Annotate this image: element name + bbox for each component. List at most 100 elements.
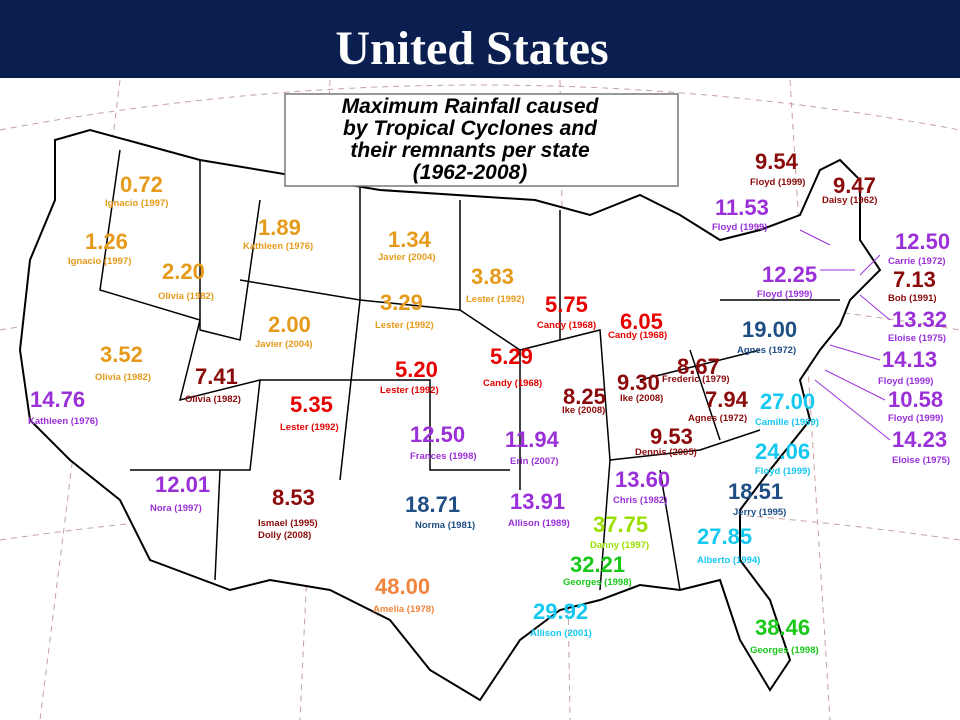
storm-name: Chris (1982) — [613, 495, 667, 506]
storm-name: Floyd (1999) — [755, 466, 810, 477]
storm-name: Kathleen (1976) — [28, 416, 98, 427]
rain-value: 10.58 — [888, 387, 943, 412]
rain-value: 9.47 — [833, 173, 876, 198]
storm-name: Agnes (1972) — [737, 345, 796, 356]
storm-name: Olivia (1982) — [95, 372, 151, 383]
rain-value: 38.46 — [755, 615, 810, 640]
rain-value: 1.26 — [85, 229, 128, 254]
storm-name: Frances (1998) — [410, 451, 477, 462]
storm-name: Floyd (1999) — [757, 289, 812, 300]
rain-value: 7.41 — [195, 364, 238, 389]
storm-name: Bob (1991) — [888, 293, 937, 304]
storm-name: Daisy (1962) — [822, 195, 877, 206]
storm-name: Camille (1969) — [755, 417, 819, 428]
rain-value: 1.34 — [388, 227, 432, 252]
rain-value: 9.53 — [650, 424, 693, 449]
storm-name: Olivia (1982) — [185, 394, 241, 405]
storm-name: Dolly (2008) — [258, 530, 311, 541]
rain-value: 11.53 — [715, 195, 769, 220]
rain-value: 6.05 — [620, 309, 663, 334]
rain-value: 5.29 — [490, 344, 533, 369]
rain-value: 9.30 — [617, 370, 660, 395]
storm-name: Ignacio (1997) — [105, 198, 168, 209]
title-box: Maximum Rainfall caused by Tropical Cycl… — [284, 93, 679, 187]
rain-value: 18.71 — [405, 492, 460, 517]
storm-name: Olivia (1982) — [158, 291, 214, 302]
leader-lines — [799, 229, 891, 441]
rain-value: 32.21 — [570, 552, 625, 577]
rain-value: 0.72 — [120, 172, 163, 197]
rain-value: 3.29 — [380, 290, 423, 315]
storm-name: Allison (2001) — [530, 628, 592, 639]
storm-name: Floyd (1999) — [750, 177, 805, 188]
rain-value: 13.32 — [892, 307, 947, 332]
rain-value: 24.06 — [755, 439, 810, 464]
storm-name: Frederic (1979) — [662, 374, 730, 385]
rain-value: 13.60 — [615, 467, 670, 492]
storm-name: Allison (1989) — [508, 518, 570, 529]
storm-name: Georges (1998) — [563, 577, 632, 588]
rain-value: 48.00 — [375, 574, 430, 599]
rain-value: 29.92 — [533, 599, 588, 624]
rain-value: 18.51 — [728, 479, 783, 504]
storm-name: Candy (1968) — [608, 330, 667, 341]
storm-name: Floyd (1999) — [888, 413, 943, 424]
storm-name: Floyd (1999) — [878, 376, 933, 387]
storm-name: Amelia (1978) — [373, 604, 434, 615]
rain-value: 9.54 — [755, 149, 799, 174]
rain-value: 1.89 — [258, 215, 301, 240]
storm-name: Javier (2004) — [378, 252, 436, 263]
storm-name: Candy (1968) — [483, 378, 542, 389]
rain-value: 8.67 — [677, 354, 720, 379]
storm-name: Agnes (1972) — [688, 413, 747, 424]
rain-value: 5.75 — [545, 292, 588, 317]
storm-name: Lester (1992) — [466, 294, 525, 305]
title-line: by Tropical Cyclones and — [343, 117, 598, 140]
rain-value: 8.53 — [272, 485, 315, 510]
rain-value: 14.13 — [882, 347, 937, 372]
storm-name: Eloise (1975) — [892, 455, 950, 466]
rain-value: 7.94 — [705, 387, 749, 412]
rain-value: 3.83 — [471, 264, 514, 289]
state-lines — [99, 149, 840, 591]
storm-name: Carrie (1972) — [888, 256, 946, 267]
rain-value: 27.00 — [760, 389, 815, 414]
storm-name: Danny (1997) — [590, 540, 649, 551]
title-box-frame — [284, 93, 679, 187]
storm-name: Ismael (1995) — [258, 518, 318, 529]
rain-value: 5.35 — [290, 392, 333, 417]
rain-value: 12.01 — [155, 472, 210, 497]
storm-name: Candy (1968) — [537, 320, 596, 331]
storm-name: Georges (1998) — [750, 645, 819, 656]
storm-name: Javier (2004) — [255, 339, 313, 350]
rain-value: 12.25 — [762, 262, 817, 287]
rain-value: 3.52 — [100, 342, 143, 367]
header-title: United States — [335, 22, 608, 75]
header-band — [0, 0, 960, 78]
storm-name: Dennis (2005) — [635, 447, 697, 458]
rain-value: 7.13 — [893, 267, 936, 292]
storm-name: Lester (1992) — [380, 385, 439, 396]
rain-value: 13.91 — [510, 489, 565, 514]
storm-name: Floyd (1999) — [712, 222, 767, 233]
title-line: Maximum Rainfall caused — [342, 95, 600, 118]
rain-value: 14.76 — [30, 387, 85, 412]
rain-value: 14.23 — [892, 427, 947, 452]
storm-name: Ike (2008) — [620, 393, 663, 404]
storm-name: Erin (2007) — [510, 456, 559, 467]
storm-name: Alberto (1994) — [697, 555, 760, 566]
storm-name: Ike (2008) — [562, 405, 605, 416]
rain-value: 2.00 — [268, 312, 311, 337]
rain-value: 12.50 — [895, 229, 950, 254]
storm-name: Lester (1992) — [280, 422, 339, 433]
storm-name: Eloise (1975) — [888, 333, 946, 344]
title-line: their remnants per state — [350, 139, 590, 162]
rain-value: 27.85 — [697, 524, 752, 549]
us-outline — [18, 128, 882, 702]
storm-name: Kathleen (1976) — [243, 241, 313, 252]
rain-value: 2.20 — [162, 259, 205, 284]
storm-name: Nora (1997) — [150, 503, 202, 514]
rain-value: 12.50 — [410, 422, 465, 447]
